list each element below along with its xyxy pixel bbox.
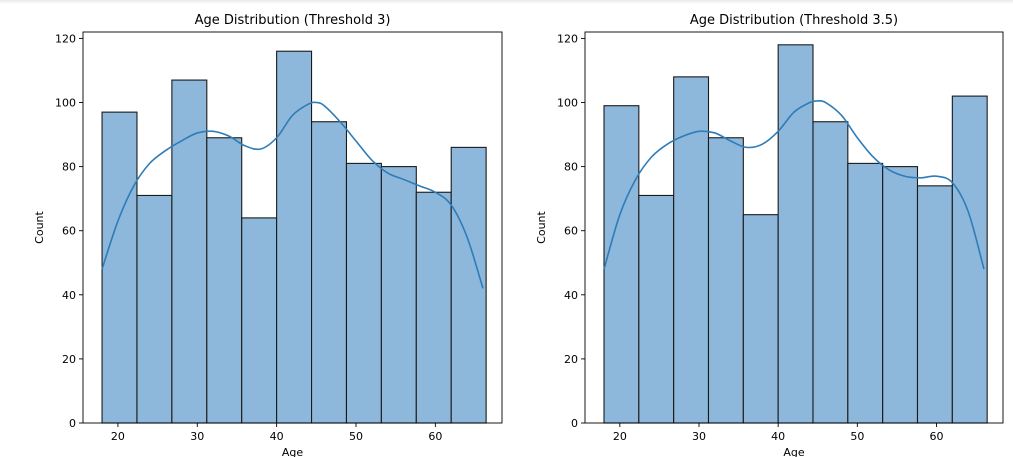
- histogram-bar: [882, 166, 919, 424]
- histogram-bar: [847, 162, 884, 424]
- histogram-bar: [638, 194, 675, 424]
- histogram-bar: [241, 217, 278, 424]
- x-axis-label: Age: [783, 446, 805, 457]
- histogram-bar: [916, 185, 953, 424]
- histogram-bar: [310, 121, 348, 424]
- histogram-bar: [101, 111, 138, 424]
- y-tick-label: 80: [62, 161, 76, 174]
- chart-title: Age Distribution (Threshold 3.5): [690, 13, 898, 28]
- histogram-bar: [777, 44, 814, 424]
- histogram-bar: [345, 162, 382, 424]
- y-tick-label: 80: [564, 161, 578, 174]
- x-tick-label: 20: [111, 430, 125, 443]
- axes-frame: [584, 31, 1004, 424]
- histogram-bar: [742, 214, 779, 424]
- y-axis-label: Count: [535, 210, 548, 243]
- y-axis-label: Count: [33, 210, 46, 243]
- histogram-bar: [276, 50, 313, 424]
- x-tick-label: 30: [692, 430, 706, 443]
- kde-line: [603, 99, 985, 270]
- axes-frame: [82, 31, 503, 424]
- y-tick-label: 60: [564, 225, 578, 238]
- x-tick-label: 60: [428, 430, 442, 443]
- chart-panel-2: 0 20 40 60 80 100 120 20 30 40 50 60 Age Distributio…: [535, 13, 1004, 457]
- y-tick-label: 100: [55, 97, 76, 110]
- y-tick-label: 0: [571, 417, 578, 430]
- histogram-bar: [136, 194, 173, 424]
- histogram-bar: [415, 191, 452, 424]
- histogram-bar: [812, 121, 849, 424]
- y-tick-label: 40: [62, 289, 76, 302]
- x-tick-label: 30: [190, 430, 204, 443]
- histogram-bar: [673, 76, 710, 424]
- y-tick-label: 20: [62, 353, 76, 366]
- chart-panel-1: 0 20 40 60 80 100 120 20 30 40 50 60 Age Distributio…: [33, 13, 503, 457]
- top-edge: [0, 0, 1013, 4]
- y-tick-label: 60: [62, 225, 76, 238]
- x-tick-label: 60: [930, 430, 944, 443]
- x-tick-label: 40: [270, 430, 284, 443]
- y-tick-label: 120: [557, 32, 578, 45]
- histogram-bar: [380, 166, 417, 424]
- x-tick-label: 50: [850, 430, 864, 443]
- y-tick-label: 100: [557, 97, 578, 110]
- y-tick-label: 20: [564, 353, 578, 366]
- x-tick-label: 40: [771, 430, 785, 443]
- kde-line: [101, 101, 484, 289]
- histogram-bar: [603, 105, 640, 424]
- chart-title: Age Distribution (Threshold 3): [195, 13, 391, 28]
- histogram-bar: [707, 137, 744, 424]
- histogram-bar: [450, 146, 487, 424]
- x-tick-label: 50: [349, 430, 363, 443]
- histogram-bar: [206, 137, 243, 424]
- y-tick-label: 0: [69, 417, 76, 430]
- y-tick-label: 40: [564, 289, 578, 302]
- x-axis-label: Age: [282, 446, 304, 457]
- y-tick-label: 120: [55, 32, 76, 45]
- x-tick-label: 20: [613, 430, 627, 443]
